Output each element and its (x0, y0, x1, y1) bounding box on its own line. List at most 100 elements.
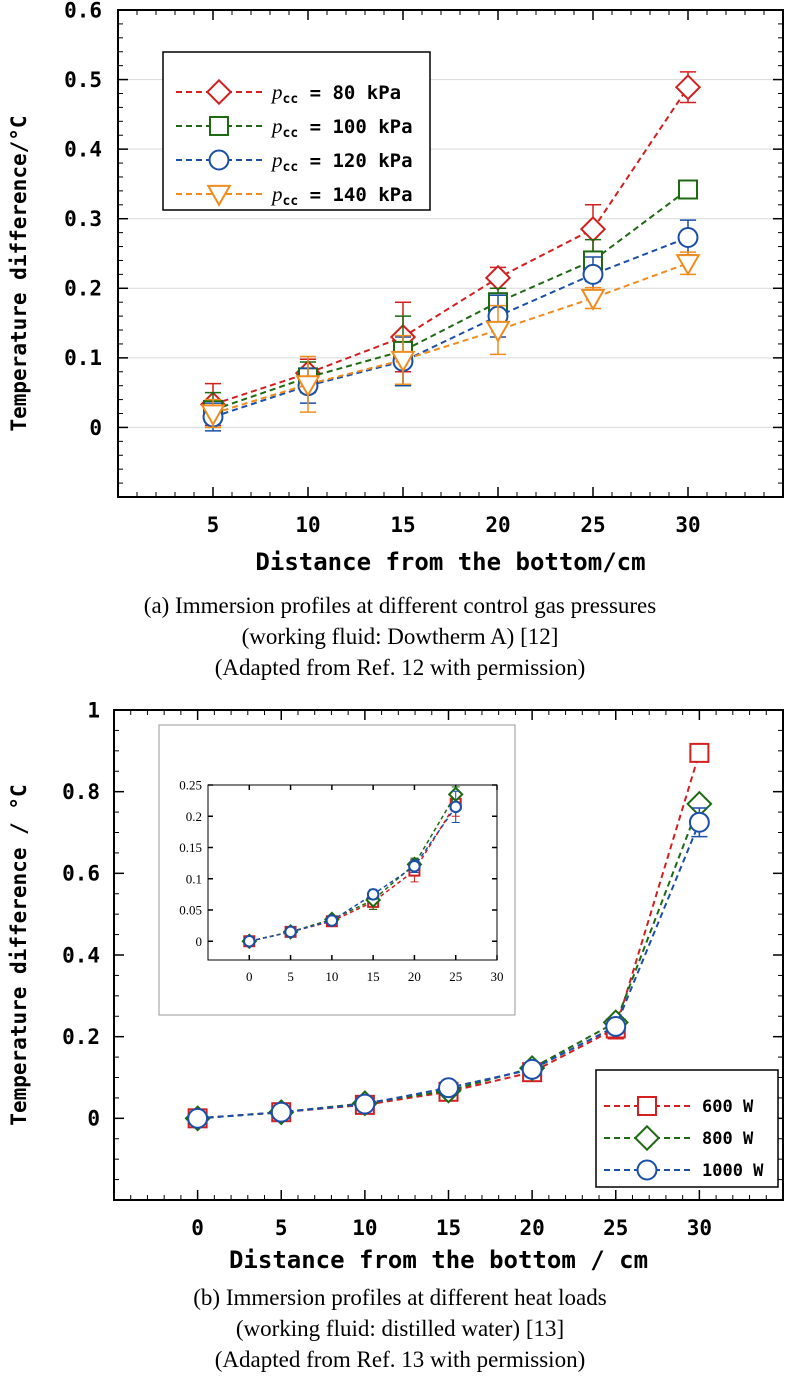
a-data-point (485, 320, 511, 343)
a-y-tick-label: 0.4 (64, 137, 102, 161)
inset-x-tick-label: 5 (287, 969, 294, 984)
legend-symbol: p (270, 80, 283, 104)
a-series-line-0 (212, 86, 689, 406)
legend-subscript: cc (283, 92, 299, 107)
legend-subscript: cc (283, 160, 299, 175)
a-y-tick-label: 0.6 (64, 0, 102, 22)
caption-b: (b) Immersion profiles at different heat… (0, 1282, 800, 1375)
legend-equals: = (298, 150, 332, 172)
b-x-tick-label: 10 (352, 1216, 377, 1240)
inset-y-tick-label: 0.05 (179, 903, 202, 918)
a-x-tick-label: 10 (295, 513, 320, 537)
inset-y-tick-label: 0 (196, 934, 203, 949)
b-legend-label-1: 800 W (702, 1129, 754, 1149)
a-y-tick-label: 0.1 (64, 346, 102, 370)
b-data-point (688, 811, 710, 833)
b-data-point (521, 1058, 543, 1080)
legend-value: 120 kPa (332, 150, 412, 172)
inset-x-tick-label: 15 (367, 969, 380, 984)
b-inset-background (158, 724, 516, 1016)
b-data-point (689, 742, 710, 763)
inset-data-point (366, 888, 380, 901)
b-legend-label-2: 1000 W (702, 1161, 764, 1181)
inset-x-tick-label: 25 (449, 969, 462, 984)
b-y-tick-label: 0.8 (62, 780, 100, 804)
inset-y-tick-label: 0.15 (179, 840, 202, 855)
legend-symbol: p (270, 182, 283, 206)
b-y-tick-label: 0.4 (62, 943, 100, 967)
b-legend-box (595, 1069, 779, 1188)
a-series-line-2 (212, 236, 689, 418)
legend-equals: = (298, 116, 332, 138)
inset-data-point (243, 935, 256, 948)
a-y-tick-label: 0.2 (64, 277, 102, 301)
a-y-tick-label: 0.5 (64, 68, 102, 92)
inset-data-point (284, 925, 297, 939)
a-legend-label-1: pcc = 100 kPa (270, 114, 413, 141)
a-y-tick-label: 0 (89, 416, 102, 440)
a-legend-marker-3 (206, 184, 232, 207)
inset-series-line-2 (249, 806, 457, 942)
a-x-tick-label: 15 (390, 513, 415, 537)
inset-x-tick-label: 30 (491, 969, 504, 984)
a-legend-marker-0 (205, 78, 233, 106)
a-legend-marker-1 (209, 116, 229, 136)
a-data-point (580, 288, 606, 311)
inset-x-tick-label: 20 (408, 969, 421, 984)
b-data-point (354, 1093, 376, 1115)
b-data-point (270, 1101, 292, 1123)
legend-equals: = (298, 82, 332, 104)
a-data-point (582, 263, 604, 285)
caption-b-line-2: (working fluid: distilled water) [13] (235, 1316, 565, 1341)
inset-y-tick-label: 0.1 (186, 871, 202, 886)
b-data-point (187, 1107, 209, 1129)
b-y-axis-label: Temperature difference / °C (7, 784, 31, 1125)
b-legend-marker-2 (636, 1159, 658, 1181)
a-legend-label-3: pcc = 140 kPa (270, 182, 413, 209)
b-data-point (438, 1077, 459, 1099)
caption-b-line-3: (Adapted from Ref. 13 with permission) (214, 1347, 586, 1372)
caption-a-line-1: (a) Immersion profiles at different cont… (143, 593, 657, 618)
b-legend: 600 W 800 W 1000 W (595, 1069, 779, 1188)
a-data-point (200, 404, 226, 427)
b-y-tick-label: 1 (87, 698, 100, 722)
caption-a: (a) Immersion profiles at different cont… (0, 590, 800, 683)
legend-subscript: cc (283, 126, 299, 141)
inset-plot-frame (207, 784, 498, 961)
a-legend-marker-2 (208, 149, 230, 171)
a-series-line-1 (212, 188, 689, 411)
caption-b-line-1: (b) Immersion profiles at different heat… (193, 1285, 607, 1310)
a-y-axis-label: Temperature difference/°C (7, 115, 31, 431)
caption-a-line-3: (Adapted from Ref. 12 with permission) (214, 655, 586, 680)
legend-value: 80 kPa (332, 82, 401, 104)
legend-subscript: cc (283, 194, 299, 209)
b-data-point (605, 1016, 627, 1037)
a-data-point (675, 254, 701, 277)
b-legend-marker-1 (633, 1124, 661, 1152)
a-x-tick-label: 30 (675, 513, 700, 537)
inset-data-point (408, 860, 421, 873)
b-y-tick-label: 0.2 (62, 1025, 100, 1049)
b-x-tick-label: 25 (603, 1216, 628, 1240)
a-x-axis-label: Distance from the bottom/cm (255, 548, 645, 576)
a-legend-label-0: pcc = 80 kPa (270, 80, 401, 107)
a-series-line-3 (212, 262, 689, 415)
inset-y-tick-label: 0.25 (179, 778, 202, 793)
a-data-point (390, 350, 416, 373)
a-data-point (579, 216, 607, 243)
a-x-tick-label: 25 (580, 513, 605, 537)
a-data-point (678, 179, 698, 200)
a-x-tick-label: 5 (207, 513, 220, 537)
a-x-tick-label: 20 (485, 513, 510, 537)
a-plot-frame (117, 9, 784, 498)
a-data-point (295, 375, 321, 398)
legend-value: 140 kPa (332, 184, 412, 206)
legend-equals: = (298, 184, 332, 206)
b-legend-label-0: 600 W (702, 1097, 754, 1117)
b-legend-marker-0 (637, 1096, 657, 1116)
legend-symbol: p (270, 114, 283, 138)
inset-data-point (325, 914, 339, 927)
chart-panel-a: 0 0.1 0.2 0.3 0.4 0.5 0.6 5 10 15 20 25 30 Distance f… (7, 0, 784, 576)
